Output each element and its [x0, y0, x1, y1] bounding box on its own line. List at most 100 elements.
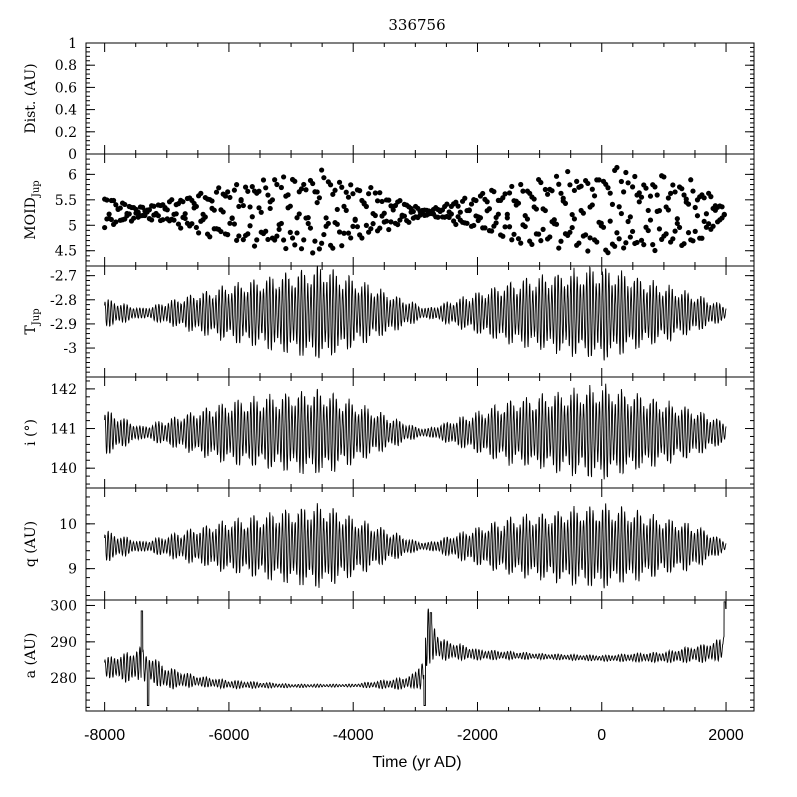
- y-tick-label: 0.4: [55, 103, 77, 119]
- data-point: [650, 242, 656, 248]
- data-point: [623, 169, 629, 176]
- data-point: [551, 217, 557, 223]
- data-point: [160, 217, 166, 223]
- data-point: [652, 247, 658, 254]
- data-point: [616, 236, 622, 242]
- data-point: [227, 194, 233, 201]
- data-point: [249, 184, 255, 190]
- data-point: [323, 215, 329, 221]
- data-point: [406, 219, 412, 225]
- data-point: [298, 186, 305, 192]
- data-point: [520, 188, 526, 194]
- data-point: [486, 206, 493, 212]
- data-point: [627, 234, 633, 240]
- data-point: [556, 245, 562, 251]
- data-point: [625, 218, 631, 225]
- data-point: [240, 237, 246, 243]
- data-point: [571, 216, 578, 222]
- data-point: [247, 223, 253, 229]
- data-point: [636, 190, 642, 196]
- data-point: [596, 177, 602, 183]
- series-line: [104, 503, 727, 589]
- data-point: [256, 205, 262, 211]
- data-point: [227, 220, 233, 226]
- data-point: [612, 243, 618, 249]
- data-point: [410, 208, 416, 215]
- data-point: [547, 234, 553, 240]
- data-point: [511, 231, 517, 237]
- data-point: [670, 236, 676, 242]
- data-point: [254, 237, 260, 243]
- data-point: [343, 207, 349, 213]
- data-point: [647, 217, 654, 223]
- data-point: [310, 180, 316, 187]
- data-point: [585, 248, 591, 254]
- data-point: [721, 212, 727, 218]
- y-axis-label: i (°): [23, 419, 39, 446]
- data-point: [506, 224, 513, 230]
- series-line: [104, 265, 727, 361]
- data-point: [473, 197, 479, 204]
- y-tick-label: -3: [63, 341, 77, 357]
- data-point: [489, 228, 495, 234]
- data-point: [457, 209, 463, 215]
- y-tick-label: 0.6: [55, 80, 77, 96]
- data-point: [303, 187, 309, 193]
- data-point: [334, 221, 340, 227]
- data-point: [225, 232, 231, 238]
- data-point: [155, 213, 161, 219]
- data-point: [583, 232, 589, 238]
- data-point: [294, 215, 300, 221]
- data-point: [569, 211, 575, 218]
- data-point: [701, 195, 707, 201]
- data-point: [621, 189, 627, 195]
- data-point: [681, 192, 687, 198]
- series-points: [102, 164, 727, 256]
- data-point: [567, 229, 573, 235]
- data-point: [381, 210, 387, 216]
- data-point: [283, 245, 289, 252]
- data-point: [621, 245, 627, 251]
- data-point: [225, 189, 231, 195]
- y-tick-label: 9: [68, 562, 77, 578]
- data-point: [357, 188, 363, 194]
- data-point: [591, 193, 598, 199]
- data-point: [182, 215, 188, 222]
- data-point: [638, 237, 645, 243]
- data-point: [325, 220, 331, 227]
- data-point: [435, 214, 441, 220]
- y-tick-label: 142: [50, 382, 77, 398]
- data-point: [632, 173, 638, 180]
- x-tick-label: -2000: [457, 727, 498, 744]
- y-tick-label: 0: [68, 147, 77, 163]
- data-point: [533, 206, 539, 212]
- data-point: [301, 181, 307, 188]
- data-point: [710, 223, 716, 229]
- data-point: [502, 191, 508, 197]
- data-point: [605, 250, 611, 256]
- data-point: [685, 201, 692, 207]
- data-point: [131, 215, 137, 221]
- data-point: [484, 199, 490, 205]
- data-point: [314, 199, 320, 206]
- data-point: [462, 195, 468, 201]
- data-point: [509, 237, 515, 243]
- data-point: [198, 190, 204, 196]
- data-point: [258, 209, 264, 215]
- data-point: [558, 190, 564, 196]
- data-point: [665, 207, 671, 213]
- panel-dist: 0 0.2 0.4 0.6 0.8 1 Dist. (AU): [23, 36, 755, 163]
- data-point: [285, 192, 291, 198]
- y-tick-label: -2.9: [50, 317, 77, 333]
- data-point: [616, 204, 622, 210]
- data-point: [122, 201, 128, 208]
- data-point: [249, 214, 255, 220]
- data-point: [106, 211, 112, 217]
- data-point: [377, 190, 383, 196]
- data-point: [453, 221, 459, 228]
- data-point: [538, 179, 544, 186]
- data-point: [267, 205, 273, 212]
- y-axis-label: q (AU): [23, 521, 39, 567]
- x-tick-label: -6000: [208, 727, 249, 744]
